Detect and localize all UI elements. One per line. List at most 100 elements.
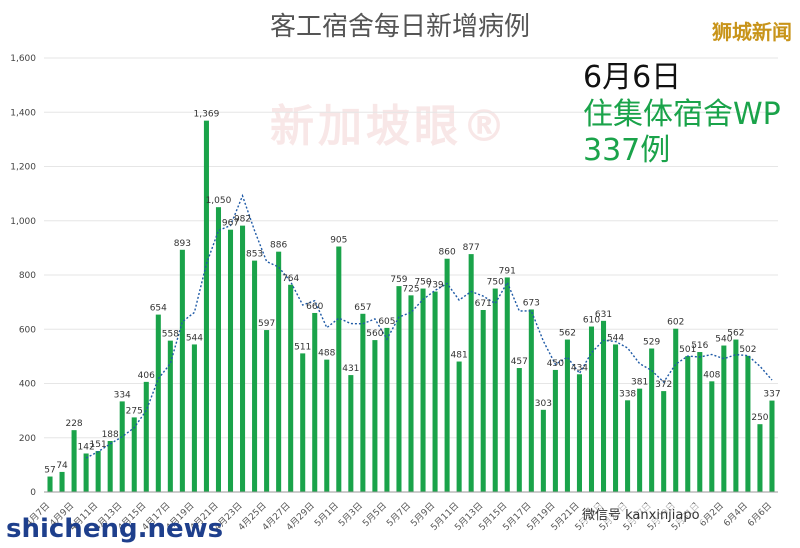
bar	[324, 359, 330, 492]
value-label: 739	[426, 281, 443, 291]
site-watermark: shicheng.news	[6, 514, 224, 544]
value-label: 381	[631, 378, 648, 388]
annotation-date: 6月6日	[583, 60, 682, 95]
bar	[673, 328, 679, 492]
bar	[107, 441, 113, 492]
watermark-logo-text: 新加坡眼®	[270, 101, 510, 152]
value-label: 967	[222, 219, 239, 229]
value-label: 1,050	[206, 196, 232, 206]
bar	[540, 409, 546, 492]
bar	[408, 295, 414, 492]
value-label: 275	[126, 406, 143, 416]
bar	[396, 286, 402, 492]
bar	[625, 400, 631, 492]
y-tick-label: 1,200	[10, 163, 36, 173]
bar	[613, 344, 619, 492]
bar	[71, 430, 77, 492]
x-tick-label: 5月1日	[312, 500, 341, 529]
bar	[721, 345, 727, 492]
value-label: 431	[342, 364, 359, 374]
value-label: 602	[667, 318, 684, 328]
value-label: 853	[246, 250, 263, 260]
value-label: 228	[65, 419, 82, 429]
value-label: 450	[547, 359, 564, 369]
y-tick-label: 0	[30, 488, 36, 498]
value-label: 654	[150, 304, 167, 314]
value-label: 303	[535, 399, 552, 409]
value-label: 562	[559, 329, 576, 339]
wechat-watermark: 微信号 kanxinjiapo	[580, 504, 702, 523]
bar	[709, 381, 715, 492]
x-tick-label: 5月5日	[360, 500, 389, 529]
x-tick-label: 6月4日	[721, 500, 750, 529]
bars	[47, 120, 775, 493]
bar	[143, 381, 149, 492]
value-label: 886	[270, 241, 287, 251]
bar	[360, 313, 366, 492]
annotation-box: 6月6日 住集体宿舍WP 337例	[583, 60, 781, 170]
bar	[468, 254, 474, 492]
bar	[167, 340, 173, 492]
bar	[745, 355, 751, 492]
bar	[480, 309, 486, 492]
value-label: 671	[475, 299, 492, 309]
value-label: 544	[186, 333, 203, 343]
value-label: 488	[318, 349, 335, 359]
bar	[336, 246, 342, 492]
value-label: 597	[258, 319, 275, 329]
value-label: 511	[294, 342, 311, 352]
brand-label: 狮城新闻	[712, 20, 792, 44]
value-label: 764	[282, 274, 299, 284]
value-label: 188	[102, 430, 119, 440]
x-tick-label: 6月6日	[746, 500, 775, 529]
value-label: 877	[463, 243, 480, 253]
bar	[264, 330, 270, 492]
bar	[504, 277, 510, 492]
bar	[432, 291, 438, 492]
value-label: 725	[402, 284, 419, 294]
annotation-line2: 337例	[583, 133, 671, 169]
value-label: 673	[523, 298, 540, 308]
bar	[288, 284, 294, 492]
value-label: 540	[715, 335, 732, 345]
value-label: 610	[583, 316, 600, 326]
value-label: 562	[727, 329, 744, 339]
bar	[348, 375, 354, 492]
bar	[83, 453, 89, 492]
bar	[600, 320, 607, 492]
y-tick-label: 1,600	[10, 54, 36, 64]
value-label: 657	[354, 303, 371, 313]
trend-line	[85, 193, 773, 459]
value-label: 516	[691, 341, 708, 351]
value-label: 860	[439, 248, 456, 258]
value-label: 337	[763, 390, 780, 400]
y-tick-label: 400	[19, 380, 36, 390]
x-tick-label: 5月7日	[385, 500, 414, 529]
bar	[649, 348, 655, 492]
value-label: 750	[487, 278, 504, 288]
bar	[203, 120, 209, 492]
bar	[312, 312, 318, 492]
value-label: 334	[114, 390, 131, 400]
bar	[372, 340, 378, 492]
bar	[637, 388, 643, 492]
bar	[215, 207, 222, 492]
bar	[516, 368, 522, 492]
value-label: 434	[571, 363, 588, 373]
value-label: 544	[607, 333, 624, 343]
value-label: 605	[378, 317, 395, 327]
value-label: 759	[390, 275, 407, 285]
bar	[179, 249, 185, 492]
bar	[528, 309, 534, 492]
value-label: 74	[56, 461, 68, 471]
value-label: 660	[306, 302, 323, 312]
bar	[456, 361, 462, 492]
value-label: 57	[44, 466, 55, 476]
bar	[733, 339, 739, 492]
bar	[757, 424, 763, 492]
value-label: 372	[655, 380, 672, 390]
bar	[119, 401, 125, 492]
value-label: 481	[451, 351, 468, 361]
x-tick-label: 5月3日	[336, 500, 365, 529]
